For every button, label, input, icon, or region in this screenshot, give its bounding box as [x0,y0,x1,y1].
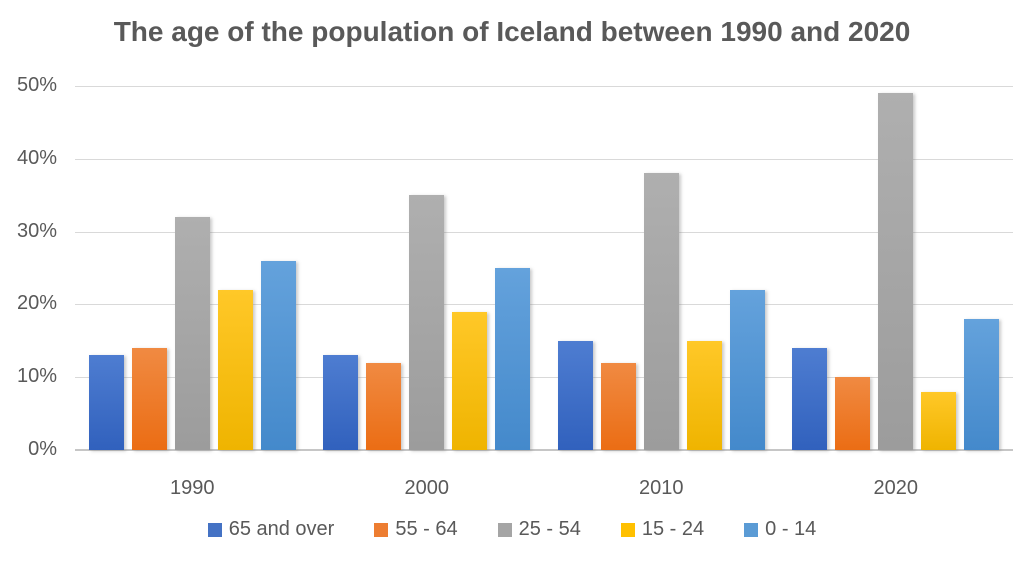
bar-65-and-over-2020 [792,348,828,450]
bar-65-and-over-1990 [88,355,124,450]
bar-25-54-2000 [409,195,445,450]
legend-item-15-24: 15 - 24 [620,518,705,541]
y-tick-label-50: 50% [16,74,57,96]
bar-55-64-2020 [835,377,871,450]
legend-swatch-0-14 [744,522,759,537]
bar-25-54-1990 [174,217,210,450]
bar-15-24-2020 [921,391,957,450]
legend-label-25-54: 25 - 54 [518,518,581,540]
x-axis-line [75,449,1013,451]
legend-item-25-54: 25 - 54 [497,518,581,541]
legend-label-65-and-over: 65 and over [228,518,335,540]
legend-swatch-15-24 [620,522,635,537]
legend-item-0-14: 0 - 14 [744,518,816,541]
legend: 65 and over 55 - 64 25 - 54 15 - 24 0 - 14 [0,518,1024,541]
bar-15-24-1990 [217,289,253,450]
bar-65-and-over-2000 [323,355,359,450]
legend-label-0-14: 0 - 14 [765,518,817,540]
chart-title: The age of the population of Iceland bet… [113,16,911,47]
y-tick-label-10: 10% [16,365,57,388]
gridline-20% [75,304,1013,306]
bar-55-64-1990 [131,348,167,450]
legend-label-55-64: 55 - 64 [395,518,458,540]
gridline-40% [75,158,1013,160]
legend-label-15-24: 15 - 24 [641,518,705,540]
gridline-10% [75,377,1013,379]
legend-swatch-55-64 [374,522,389,537]
gridline-50% [75,86,1013,87]
bar-15-24-2000 [452,311,488,450]
legend-swatch-65-and-over [207,522,222,537]
bar-0-14-2000 [495,268,531,450]
bar-0-14-2010 [729,289,765,450]
bar-25-54-2010 [643,173,679,450]
x-tick-label-1990: 1990 [170,477,215,499]
x-tick-label-2020: 2020 [873,477,919,499]
bar-25-54-2020 [878,93,914,450]
bar-0-14-2020 [964,318,1000,450]
x-tick-label-2000: 2000 [404,477,450,499]
y-tick-label-20: 20% [16,292,57,315]
bar-55-64-2010 [600,362,636,450]
y-tick-label-30: 30% [16,219,57,242]
y-tick-label-0: 0% [28,438,57,460]
bar-0-14-1990 [260,260,296,450]
gridline-30% [75,231,1013,233]
legend-item-65-and-over: 65 and over [207,518,335,541]
plot-area [75,86,1013,451]
bar-65-and-over-2010 [557,340,593,450]
bar-15-24-2010 [686,340,722,450]
y-tick-label-40: 40% [16,146,57,169]
legend-item-55-64: 55 - 64 [374,518,458,541]
legend-swatch-25-54 [497,522,512,537]
x-tick-label-2010: 2010 [639,477,684,499]
bar-55-64-2000 [366,362,402,450]
